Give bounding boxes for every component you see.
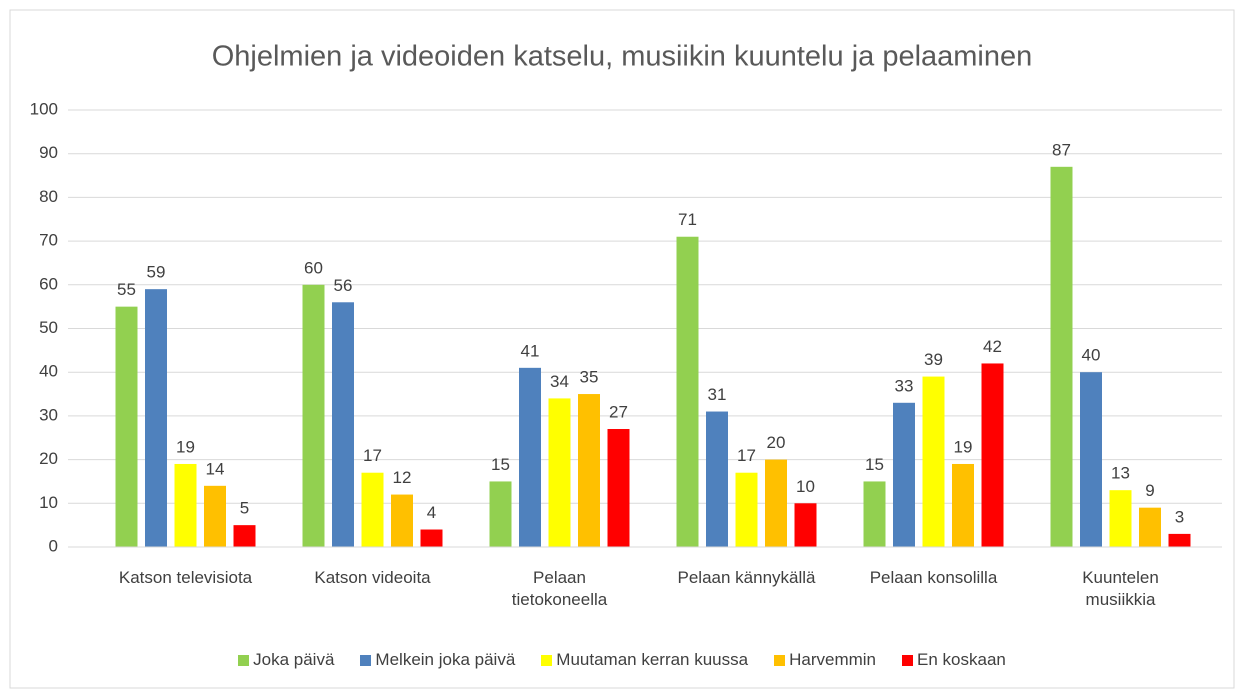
y-tick-label: 80 <box>39 187 58 206</box>
bar <box>1139 507 1161 547</box>
data-label: 34 <box>550 372 569 391</box>
data-label: 40 <box>1082 346 1101 365</box>
y-tick-label: 50 <box>39 318 58 337</box>
bar <box>332 302 354 547</box>
data-label: 31 <box>708 385 727 404</box>
bar <box>519 367 541 547</box>
legend-swatch <box>360 654 372 666</box>
data-label: 39 <box>924 350 943 369</box>
legend-label: En koskaan <box>917 650 1006 669</box>
bar <box>204 485 226 547</box>
data-label: 55 <box>117 280 136 299</box>
data-label: 59 <box>147 263 166 282</box>
data-label: 12 <box>393 468 412 487</box>
y-tick-label: 30 <box>39 405 58 424</box>
legend-item: Muutaman kerran kuussa <box>541 650 748 670</box>
bar <box>676 236 699 548</box>
bar <box>981 363 1004 547</box>
bar <box>794 503 817 547</box>
legend-item: Melkein joka päivä <box>360 650 515 670</box>
data-label: 17 <box>363 446 382 465</box>
y-tick-label: 90 <box>39 143 58 162</box>
y-tick-label: 70 <box>39 231 58 250</box>
y-tick-label: 20 <box>39 449 58 468</box>
data-label: 10 <box>796 477 815 496</box>
bar <box>420 529 443 547</box>
data-label: 4 <box>427 503 436 522</box>
data-label: 56 <box>334 276 353 295</box>
y-tick-label: 40 <box>39 362 58 381</box>
y-tick-label: 0 <box>49 536 58 555</box>
legend-swatch <box>774 654 786 666</box>
bar <box>1050 166 1073 547</box>
bar <box>863 481 886 547</box>
data-label: 35 <box>580 368 599 387</box>
bar <box>893 402 915 547</box>
bar <box>1109 490 1132 547</box>
bar <box>548 398 571 547</box>
x-tick-label: Katson televisiota <box>118 568 253 587</box>
legend-label: Joka päivä <box>253 650 335 669</box>
data-label: 27 <box>609 402 628 421</box>
data-label: 42 <box>983 337 1002 356</box>
legend-swatch <box>902 654 914 666</box>
bar <box>765 459 787 547</box>
data-label: 17 <box>737 446 756 465</box>
y-tick-label: 60 <box>39 274 58 293</box>
data-label: 15 <box>491 455 510 474</box>
bar <box>233 525 256 547</box>
bar <box>578 394 600 547</box>
bar <box>302 284 325 547</box>
data-label: 14 <box>206 459 225 478</box>
data-label: 20 <box>767 433 786 452</box>
y-tick-label: 100 <box>30 99 58 118</box>
data-label: 19 <box>176 437 195 456</box>
bar <box>115 306 138 547</box>
data-label: 3 <box>1175 507 1184 526</box>
x-tick-label: Katson videoita <box>314 568 431 587</box>
legend-label: Muutaman kerran kuussa <box>556 650 749 669</box>
data-label: 9 <box>1145 481 1154 500</box>
bar <box>952 463 974 547</box>
bar <box>361 472 384 547</box>
data-label: 19 <box>954 437 973 456</box>
bar <box>735 472 758 547</box>
x-tick-label: Kuuntelen musiikkia <box>1082 568 1159 609</box>
legend: Joka päivä Melkein joka päivä Muutaman ker… <box>0 650 1244 670</box>
bar <box>1080 372 1102 547</box>
chart-title: Ohjelmien ja videoiden katselu, musiikin… <box>212 41 1033 73</box>
legend-item: Harvemmin <box>774 650 876 670</box>
data-label: 41 <box>521 341 540 360</box>
data-label: 71 <box>678 210 697 229</box>
data-label: 5 <box>240 499 249 518</box>
legend-swatch <box>541 654 553 666</box>
x-tick-label: Pelaan konsolilla <box>869 568 998 587</box>
bar <box>607 429 630 547</box>
data-label: 33 <box>895 376 914 395</box>
bar <box>174 463 197 547</box>
legend-label: Harvemmin <box>789 650 877 669</box>
data-label: 87 <box>1052 140 1071 159</box>
data-label: 60 <box>304 258 323 277</box>
bar <box>922 376 945 547</box>
x-tick-label: Pelaan kännykällä <box>677 568 816 587</box>
bar <box>489 481 512 547</box>
legend-item: Joka päivä <box>238 650 334 670</box>
legend-swatch <box>238 654 250 666</box>
bar <box>391 494 413 547</box>
chart-border <box>9 9 1235 689</box>
bar <box>706 411 728 547</box>
data-label: 15 <box>865 455 884 474</box>
legend-label: Melkein joka päivä <box>375 650 516 669</box>
bar <box>145 289 167 547</box>
x-tick-label: Pelaan tietokoneella <box>511 568 608 609</box>
y-tick-label: 10 <box>39 493 58 512</box>
bar <box>1168 533 1191 547</box>
data-label: 13 <box>1111 464 1130 483</box>
legend-item: En koskaan <box>902 650 1006 670</box>
